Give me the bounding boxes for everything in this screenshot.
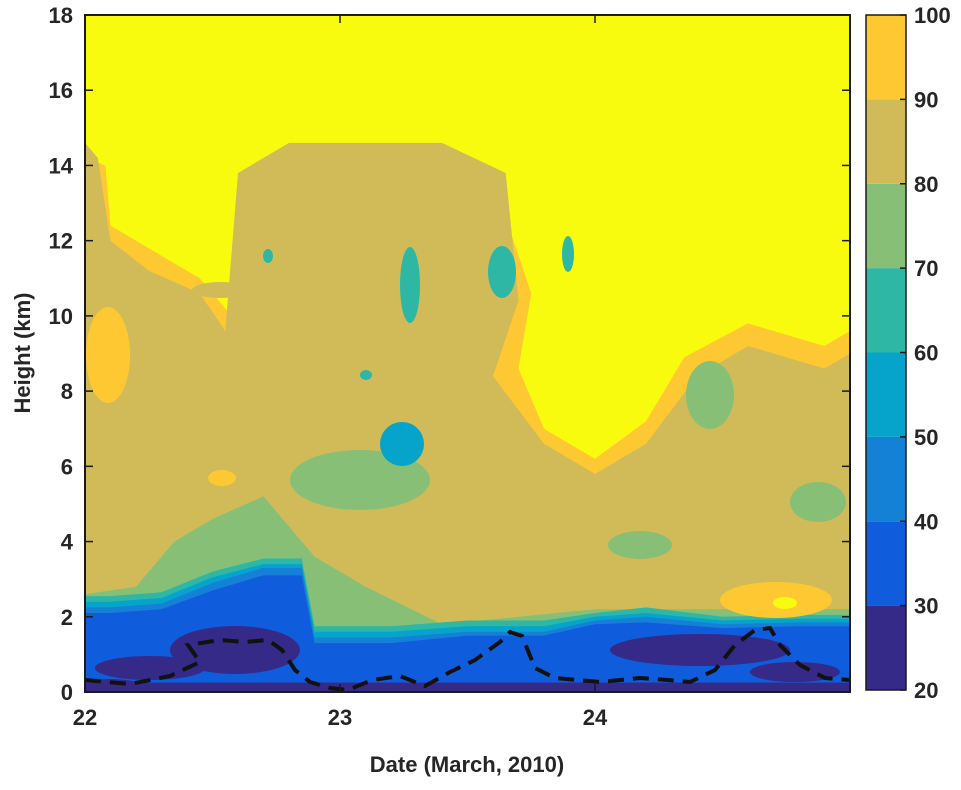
colorbar-tick-label: 80 (914, 172, 938, 197)
contour-band (85, 682, 850, 692)
colorbar-swatch (866, 436, 906, 522)
contour-patch (750, 662, 840, 682)
x-tick-label: 24 (583, 705, 608, 730)
contour-patch (192, 282, 248, 298)
contour-patch (280, 433, 312, 447)
colorbar-swatch (866, 521, 906, 606)
colorbar-tick-label: 40 (914, 509, 938, 534)
x-axis-label: Date (March, 2010) (370, 752, 564, 777)
contour-detail-patches (85, 236, 846, 691)
y-tick-label: 16 (49, 78, 73, 103)
colorbar-swatch (866, 605, 906, 690)
colorbar-swatch (866, 99, 906, 184)
colorbar-tick-label: 20 (914, 678, 938, 703)
plot-frame (84, 14, 851, 693)
contour-patch (610, 634, 790, 666)
colorbar-tick-label: 90 (914, 87, 938, 112)
y-tick-label: 8 (61, 379, 73, 404)
y-tick-label: 0 (61, 680, 73, 705)
y-tick-label: 10 (49, 304, 73, 329)
colorbar-swatch (866, 268, 906, 353)
y-tick-label: 12 (49, 229, 73, 254)
contour-patch (170, 626, 300, 674)
contour-patch (686, 361, 734, 429)
colorbar-swatch (866, 15, 906, 100)
contour-patch (380, 422, 424, 466)
contour-patch (290, 450, 430, 510)
colorbar-swatch (866, 183, 906, 269)
contour-patch (85, 479, 154, 531)
x-tick-label: 23 (328, 705, 352, 730)
colorbar-swatch (866, 352, 906, 437)
dashed-boundary-line (85, 625, 850, 692)
contour-patch (86, 307, 130, 403)
x-axis-ticks: 22 23 24 (73, 15, 608, 730)
contour-patch (400, 247, 420, 323)
y-axis-ticks: 0 2 4 6 8 10 12 14 16 18 (49, 3, 850, 705)
y-tick-label: 4 (61, 530, 74, 555)
y-tick-label: 6 (61, 454, 73, 479)
contour-patch (297, 336, 393, 380)
colorbar-tick-label: 30 (914, 594, 938, 619)
y-tick-label: 18 (49, 3, 73, 28)
contour-patch (562, 236, 574, 272)
x-tick-label: 22 (73, 705, 97, 730)
colorbar-tick-label: 50 (914, 425, 938, 450)
colorbar-tick-label: 70 (914, 256, 938, 281)
colorbar: 20 30 40 50 60 70 80 90 100 (865, 3, 951, 703)
contour-patch (360, 370, 372, 380)
contour-patch (773, 597, 797, 609)
contour-patch (263, 249, 273, 263)
y-tick-label: 14 (49, 153, 74, 178)
contour-patch (608, 531, 672, 559)
contour-patch (488, 246, 516, 298)
y-tick-label: 2 (61, 605, 73, 630)
colorbar-tick-label: 60 (914, 341, 938, 366)
y-axis-label: Height (km) (10, 293, 35, 414)
colorbar-tick-label: 100 (914, 3, 951, 28)
contour-patch (208, 470, 236, 486)
contour-patch (790, 482, 846, 522)
contour-patch (95, 656, 205, 680)
